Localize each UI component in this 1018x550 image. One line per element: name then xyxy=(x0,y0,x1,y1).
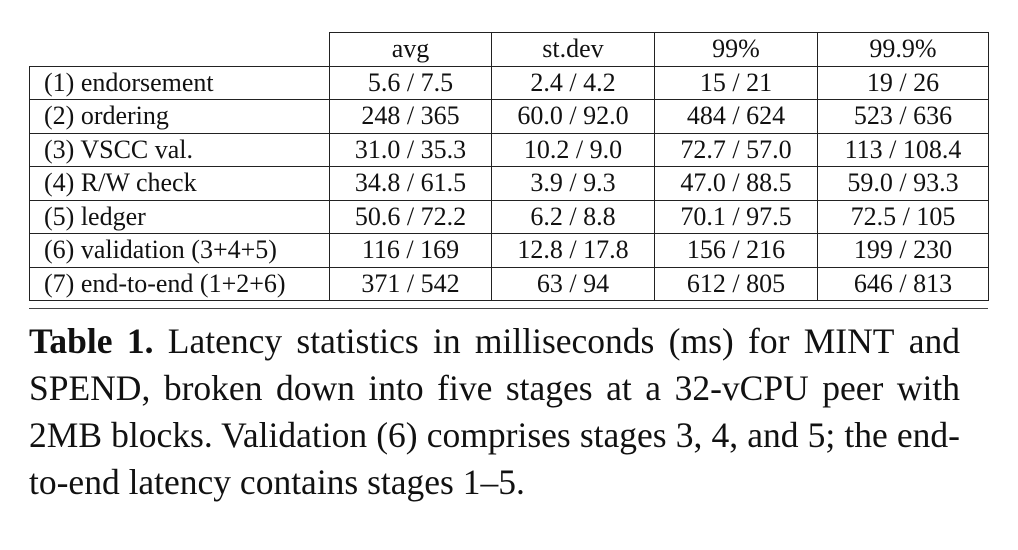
caption-spend: SPEND xyxy=(29,368,142,408)
cell-p99: 47.0 / 88.5 xyxy=(654,166,818,201)
column-header-p999: 99.9% xyxy=(817,32,989,67)
table-row: (1) endorsement 5.6 / 7.5 2.4 / 4.2 15 /… xyxy=(29,65,989,100)
table-row: (3) VSCC val. 31.0 / 35.3 10.2 / 9.0 72.… xyxy=(29,132,989,167)
cell-avg: 116 / 169 xyxy=(329,233,492,268)
cell-p999: 113 / 108.4 xyxy=(817,132,989,167)
caption-text-2: and xyxy=(894,321,960,361)
row-label: (6) validation (3+4+5) xyxy=(29,233,330,268)
cell-p99: 15 / 21 xyxy=(654,65,818,100)
caption-text-1: Latency statistics in milliseconds (ms) … xyxy=(153,321,804,361)
cell-p999: 199 / 230 xyxy=(817,233,989,268)
cell-p99: 70.1 / 97.5 xyxy=(654,199,818,234)
cell-avg: 31.0 / 35.3 xyxy=(329,132,492,167)
caption-divider xyxy=(29,308,988,309)
row-label: (4) R/W check xyxy=(29,166,330,201)
table-row: (4) R/W check 34.8 / 61.5 3.9 / 9.3 47.0… xyxy=(29,166,989,201)
cell-stdev: 2.4 / 4.2 xyxy=(491,65,655,100)
cell-p99: 156 / 216 xyxy=(654,233,818,268)
cell-stdev: 3.9 / 9.3 xyxy=(491,166,655,201)
table-row: (2) ordering 248 / 365 60.0 / 92.0 484 /… xyxy=(29,99,989,134)
table-corner-cell xyxy=(29,32,330,67)
table-header-row: avg st.dev 99% 99.9% xyxy=(29,32,989,67)
cell-p999: 72.5 / 105 xyxy=(817,199,989,234)
column-header-stdev: st.dev xyxy=(491,32,655,67)
cell-avg: 248 / 365 xyxy=(329,99,492,134)
latency-table-container: avg st.dev 99% 99.9% (1) endorsement 5.6… xyxy=(29,32,989,301)
cell-avg: 34.8 / 61.5 xyxy=(329,166,492,201)
cell-p999: 523 / 636 xyxy=(817,99,989,134)
row-label: (3) VSCC val. xyxy=(29,132,330,167)
cell-p999: 646 / 813 xyxy=(817,266,989,301)
cell-stdev: 63 / 94 xyxy=(491,266,655,301)
cell-avg: 50.6 / 72.2 xyxy=(329,199,492,234)
row-label: (1) endorsement xyxy=(29,65,330,100)
row-label: (2) ordering xyxy=(29,99,330,134)
cell-stdev: 6.2 / 8.8 xyxy=(491,199,655,234)
caption-label: Table 1. xyxy=(29,321,154,361)
row-label: (7) end-to-end (1+2+6) xyxy=(29,266,330,301)
column-header-avg: avg xyxy=(329,32,492,67)
table-row: (7) end-to-end (1+2+6) 371 / 542 63 / 94… xyxy=(29,266,989,301)
column-header-p99: 99% xyxy=(654,32,818,67)
latency-table: avg st.dev 99% 99.9% (1) endorsement 5.6… xyxy=(29,32,989,301)
caption-text-3: , broken down into five stages at a 32-v… xyxy=(29,368,960,502)
cell-stdev: 60.0 / 92.0 xyxy=(491,99,655,134)
row-label: (5) ledger xyxy=(29,199,330,234)
table-row: (5) ledger 50.6 / 72.2 6.2 / 8.8 70.1 / … xyxy=(29,199,989,234)
caption-mint: MINT xyxy=(803,321,895,361)
cell-p99: 484 / 624 xyxy=(654,99,818,134)
cell-avg: 371 / 542 xyxy=(329,266,492,301)
cell-p999: 59.0 / 93.3 xyxy=(817,166,989,201)
cell-p99: 72.7 / 57.0 xyxy=(654,132,818,167)
table-caption: Table 1. Latency statistics in milliseco… xyxy=(29,318,960,506)
table-row: (6) validation (3+4+5) 116 / 169 12.8 / … xyxy=(29,233,989,268)
cell-p999: 19 / 26 xyxy=(817,65,989,100)
cell-avg: 5.6 / 7.5 xyxy=(329,65,492,100)
cell-stdev: 10.2 / 9.0 xyxy=(491,132,655,167)
cell-p99: 612 / 805 xyxy=(654,266,818,301)
cell-stdev: 12.8 / 17.8 xyxy=(491,233,655,268)
